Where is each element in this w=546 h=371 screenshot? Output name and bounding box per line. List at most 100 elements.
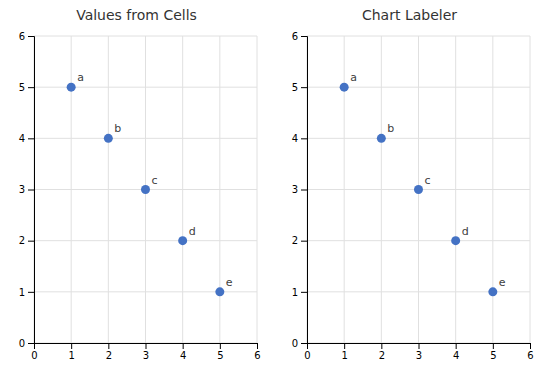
tick-label: 1 bbox=[19, 287, 25, 298]
tick: 6 bbox=[292, 31, 307, 42]
tick-mark bbox=[381, 343, 382, 349]
tick-label: 0 bbox=[19, 338, 25, 349]
tick: 5 bbox=[19, 82, 34, 93]
tick-mark bbox=[28, 241, 34, 242]
tick-label: 6 bbox=[19, 31, 25, 42]
tick-mark bbox=[301, 87, 307, 88]
x-axis: 0 1 2 3 4 5 6 bbox=[304, 343, 533, 361]
y-axis: 0 1 2 3 4 5 6 bbox=[292, 31, 308, 349]
point-label: a bbox=[77, 71, 84, 84]
tick-label: 6 bbox=[292, 31, 298, 42]
grid-line bbox=[307, 36, 530, 37]
point-label: b bbox=[114, 122, 121, 135]
chart-title: Chart Labeler bbox=[362, 7, 457, 23]
tick: 2 bbox=[379, 343, 385, 361]
grid-line bbox=[307, 138, 530, 139]
tick-mark bbox=[257, 343, 258, 349]
tick-mark bbox=[220, 343, 221, 349]
tick-mark bbox=[71, 343, 72, 349]
tick-mark bbox=[28, 343, 34, 344]
scatter-point bbox=[488, 287, 497, 296]
tick-label: 5 bbox=[490, 350, 496, 361]
tick: 2 bbox=[292, 235, 307, 246]
point-label: d bbox=[462, 225, 469, 238]
tick: 1 bbox=[341, 343, 347, 361]
tick: 0 bbox=[19, 338, 34, 349]
y-axis: 0123456 bbox=[19, 31, 35, 349]
plot-area: 01234560123456abcde bbox=[292, 31, 534, 361]
tick-label: 3 bbox=[292, 184, 298, 195]
tick-label: 6 bbox=[527, 350, 533, 361]
tick: 3 bbox=[292, 184, 307, 195]
scatter-point bbox=[104, 134, 113, 143]
tick-mark bbox=[28, 87, 34, 88]
tick: 2 bbox=[106, 343, 112, 361]
tick: 6 bbox=[19, 31, 34, 42]
tick-label: 3 bbox=[19, 184, 25, 195]
axis-line bbox=[308, 344, 531, 350]
tick-label: 0 bbox=[31, 350, 37, 361]
tick-mark bbox=[456, 343, 457, 349]
tick-label: 2 bbox=[292, 235, 298, 246]
point-label: d bbox=[189, 225, 196, 238]
tick-mark bbox=[301, 36, 307, 37]
marks bbox=[340, 83, 498, 297]
tick-mark bbox=[28, 36, 34, 37]
scatter-point bbox=[67, 83, 76, 92]
tick: 0 bbox=[304, 343, 310, 361]
point-label: e bbox=[226, 276, 233, 289]
tick-mark bbox=[419, 343, 420, 349]
tick-mark bbox=[146, 343, 147, 349]
tick: 3 bbox=[143, 343, 149, 361]
tick: 5 bbox=[217, 343, 223, 361]
point-label: c bbox=[425, 174, 431, 187]
scatter-point bbox=[451, 236, 460, 245]
chart-panel: Values from Cells01234560123456abcde bbox=[19, 7, 261, 361]
tick-mark bbox=[28, 292, 34, 293]
axis-line bbox=[301, 37, 308, 344]
axis-line bbox=[28, 37, 35, 344]
tick-label: 0 bbox=[304, 350, 310, 361]
axis-line bbox=[35, 344, 258, 350]
tick: 6 bbox=[527, 343, 533, 361]
tick-mark bbox=[301, 138, 307, 139]
marks bbox=[67, 83, 225, 297]
tick-label: 4 bbox=[292, 133, 298, 144]
tick: 1 bbox=[68, 343, 74, 361]
tick-label: 5 bbox=[19, 82, 25, 93]
tick-label: 5 bbox=[217, 350, 223, 361]
tick: 3 bbox=[416, 343, 422, 361]
tick: 0 bbox=[292, 338, 307, 349]
scatter-point bbox=[414, 185, 423, 194]
tick-mark bbox=[28, 138, 34, 139]
tick: 4 bbox=[180, 343, 186, 361]
tick-mark bbox=[301, 241, 307, 242]
tick-mark bbox=[344, 343, 345, 349]
chart-panel: Chart Labeler01234560123456abcde bbox=[292, 7, 534, 361]
tick: 1 bbox=[292, 287, 307, 298]
grid-line bbox=[307, 240, 530, 241]
tick-label: 3 bbox=[143, 350, 149, 361]
tick-label: 2 bbox=[19, 235, 25, 246]
scatter-point bbox=[215, 287, 224, 296]
tick-label: 1 bbox=[68, 350, 74, 361]
x-axis: 0 1 2 3 4 5 6 bbox=[31, 343, 260, 361]
tick: 5 bbox=[490, 343, 496, 361]
point-labels: a b c d e bbox=[77, 71, 233, 289]
tick-mark bbox=[301, 190, 307, 191]
chart-title: Values from Cells bbox=[76, 7, 197, 23]
scatter-point bbox=[340, 83, 349, 92]
tick-label: 2 bbox=[106, 350, 112, 361]
tick-label: 1 bbox=[341, 350, 347, 361]
tick: 6 bbox=[254, 343, 260, 361]
tick-label: 3 bbox=[416, 350, 422, 361]
tick-mark bbox=[301, 292, 307, 293]
point-label: c bbox=[152, 174, 158, 187]
tick: 0 bbox=[31, 343, 37, 361]
grid-line bbox=[34, 138, 257, 139]
point-label: b bbox=[387, 122, 394, 135]
tick-mark bbox=[493, 343, 494, 349]
tick-label: 4 bbox=[453, 350, 459, 361]
tick-label: 5 bbox=[292, 82, 298, 93]
tick-mark bbox=[183, 343, 184, 349]
